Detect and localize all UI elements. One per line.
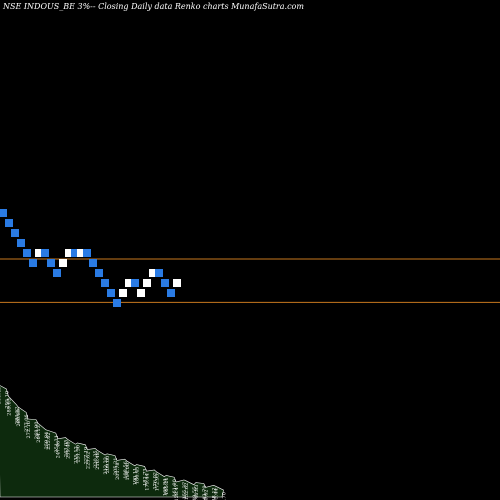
renko-brick-up bbox=[173, 279, 181, 287]
volume-value-label: 143.79 bbox=[202, 486, 208, 500]
volume-value-label: 223.62 bbox=[85, 452, 91, 470]
renko-brick-up bbox=[35, 249, 43, 257]
volume-value-label: 140.62 bbox=[204, 489, 210, 500]
volume-value-label: 176.02 bbox=[152, 472, 158, 490]
renko-brick-down bbox=[11, 229, 19, 237]
renko-brick-down bbox=[5, 219, 13, 227]
renko-brick-up bbox=[125, 279, 133, 287]
renko-brick-down bbox=[95, 269, 103, 277]
renko-brick-down bbox=[0, 209, 7, 217]
volume-area-path bbox=[0, 385, 224, 498]
reference-lines bbox=[0, 258, 500, 303]
volume-value-label: 161.90 bbox=[172, 479, 178, 497]
volume-value-label: 168.84 bbox=[162, 479, 168, 497]
renko-brick-down bbox=[155, 269, 163, 277]
volume-value-label: 227.19 bbox=[83, 447, 89, 465]
chart-title: NSE INDOUS_BE 3%-- Closing Daily data Re… bbox=[2, 2, 304, 11]
volume-value-label: 295.10 bbox=[4, 391, 10, 409]
renko-brick-down bbox=[41, 249, 49, 257]
volume-value-label: 251.31 bbox=[54, 435, 60, 453]
volume-value-label: 186.45 bbox=[135, 467, 141, 485]
volume-value-label: 268.90 bbox=[34, 422, 40, 440]
volume-value-label: 149.55 bbox=[192, 487, 198, 500]
volume-value-label: 239.48 bbox=[66, 441, 72, 459]
renko-brick-down bbox=[17, 239, 25, 247]
volume-value-label: 272.16 bbox=[26, 421, 32, 439]
volume-value-label: 235.12 bbox=[74, 446, 80, 464]
volume-value-label: 284.52 bbox=[14, 407, 20, 425]
volume-value-label: 146.83 bbox=[194, 485, 200, 500]
volume-value-label: 289.63 bbox=[6, 398, 12, 416]
volume-value-label: 135.44 bbox=[214, 488, 220, 500]
volume-value-label: 300.45 bbox=[0, 387, 3, 405]
volume-value-label: 212.22 bbox=[103, 457, 109, 475]
renko-brick-down bbox=[47, 259, 55, 267]
volume-value-label: 220.35 bbox=[93, 450, 99, 468]
renko-brick-down bbox=[29, 259, 37, 267]
volume-value-label: 198.56 bbox=[123, 461, 129, 479]
renko-brick-up bbox=[137, 289, 145, 297]
renko-brick-up bbox=[77, 249, 85, 257]
renko-brick-down bbox=[89, 259, 97, 267]
volume-value-label: 277.06 bbox=[24, 414, 30, 432]
volume-value-label: 152.62 bbox=[184, 483, 190, 500]
volume-value-label: 190.11 bbox=[133, 468, 139, 486]
volume-value-label: 138.12 bbox=[212, 487, 218, 500]
volume-value-label: 243.05 bbox=[64, 440, 70, 458]
renko-brick-down bbox=[161, 279, 169, 287]
renko-bricks bbox=[0, 209, 181, 307]
renko-brick-down bbox=[131, 279, 139, 287]
renko-brick-up bbox=[143, 279, 151, 287]
volume-value-label: 158.47 bbox=[174, 484, 180, 500]
renko-brick-up bbox=[149, 269, 157, 277]
volume-value-label: 132.70 bbox=[222, 492, 228, 500]
volume-value-label: 216.48 bbox=[95, 452, 101, 470]
volume-value-label: 231.30 bbox=[75, 445, 81, 463]
volume-value-label: 165.21 bbox=[164, 477, 170, 495]
renko-brick-down bbox=[167, 289, 175, 297]
volume-value-label: 205.31 bbox=[113, 458, 119, 476]
volume-value-label: 182.73 bbox=[143, 468, 149, 486]
renko-brick-up bbox=[59, 259, 67, 267]
volume-value-label: 155.37 bbox=[182, 482, 188, 500]
volume-value-label: 259.84 bbox=[44, 432, 50, 450]
volume-value-label: 201.78 bbox=[115, 462, 121, 480]
volume-value-label: 255.62 bbox=[46, 432, 52, 450]
volume-value-label: 264.13 bbox=[36, 425, 42, 443]
renko-brick-up bbox=[119, 289, 127, 297]
volume-value-label: 172.93 bbox=[154, 474, 160, 492]
volume-value-label: 247.46 bbox=[56, 441, 62, 459]
volume-value-label: 179.44 bbox=[145, 473, 151, 491]
renko-brick-up bbox=[65, 249, 73, 257]
volume-value-label: 194.06 bbox=[125, 463, 131, 481]
volume-value-label: 280.89 bbox=[16, 409, 22, 427]
renko-brick-down bbox=[83, 249, 91, 257]
renko-brick-down bbox=[71, 249, 79, 257]
renko-brick-down bbox=[53, 269, 61, 277]
volume-value-label: 209.60 bbox=[105, 456, 111, 474]
renko-brick-down bbox=[107, 289, 115, 297]
renko-brick-down bbox=[23, 249, 31, 257]
renko-brick-down bbox=[101, 279, 109, 287]
renko-brick-down bbox=[113, 299, 121, 307]
